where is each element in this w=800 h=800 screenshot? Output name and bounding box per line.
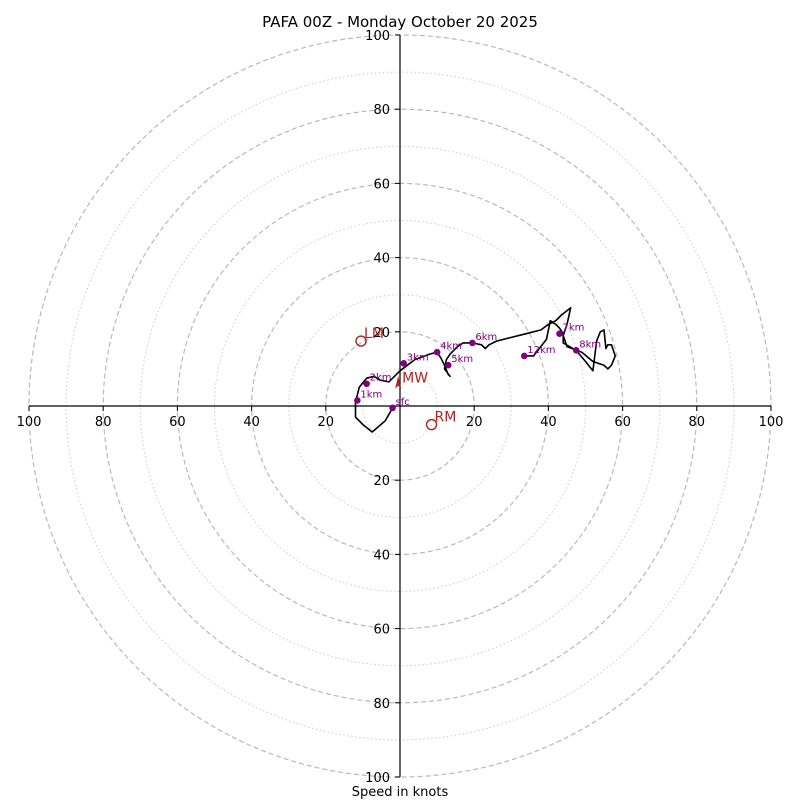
y-tick-label: 80 bbox=[373, 697, 390, 712]
x-axis-label: Speed in knots bbox=[352, 785, 449, 800]
x-tick-label: 100 bbox=[17, 415, 42, 430]
height-marker-label: 2km bbox=[370, 373, 392, 384]
x-tick-label: 40 bbox=[540, 415, 557, 430]
height-marker-label: 6km bbox=[475, 332, 497, 343]
storm-motion-label: MW bbox=[402, 371, 428, 387]
x-tick-label: 20 bbox=[318, 415, 335, 430]
y-tick-label: 40 bbox=[373, 252, 390, 267]
y-tick-label: 100 bbox=[365, 29, 390, 44]
height-marker-label: 7km bbox=[563, 323, 585, 334]
x-tick-label: 80 bbox=[689, 415, 706, 430]
y-tick-label: 60 bbox=[373, 623, 390, 638]
x-tick-label: 60 bbox=[614, 415, 631, 430]
y-tick-label: 100 bbox=[365, 771, 390, 786]
x-tick-label: 60 bbox=[169, 415, 186, 430]
height-marker-label: 5km bbox=[451, 354, 473, 365]
y-tick-label: 40 bbox=[373, 548, 390, 563]
x-tick-label: 100 bbox=[759, 415, 784, 430]
x-tick-label: 80 bbox=[95, 415, 112, 430]
storm-motion-label: RM bbox=[435, 410, 457, 426]
height-marker-label: 1km bbox=[360, 389, 382, 400]
x-tick-label: 20 bbox=[466, 415, 483, 430]
storm-motion-label: LM bbox=[364, 326, 384, 342]
x-tick-label: 40 bbox=[243, 415, 260, 430]
y-tick-label: 20 bbox=[373, 474, 390, 489]
y-tick-label: 80 bbox=[373, 103, 390, 118]
height-marker-label: 3km bbox=[407, 352, 429, 363]
height-marker-label: 12km bbox=[527, 345, 555, 356]
height-marker-label: 8km bbox=[579, 339, 601, 350]
height-marker-label: 4km bbox=[440, 341, 462, 352]
hodograph-chart: 1001008080606040402020202040406060808010… bbox=[0, 0, 800, 800]
y-tick-label: 60 bbox=[373, 177, 390, 192]
chart-title: PAFA 00Z - Monday October 20 2025 bbox=[262, 13, 538, 31]
height-marker-label: sfc bbox=[396, 397, 410, 408]
